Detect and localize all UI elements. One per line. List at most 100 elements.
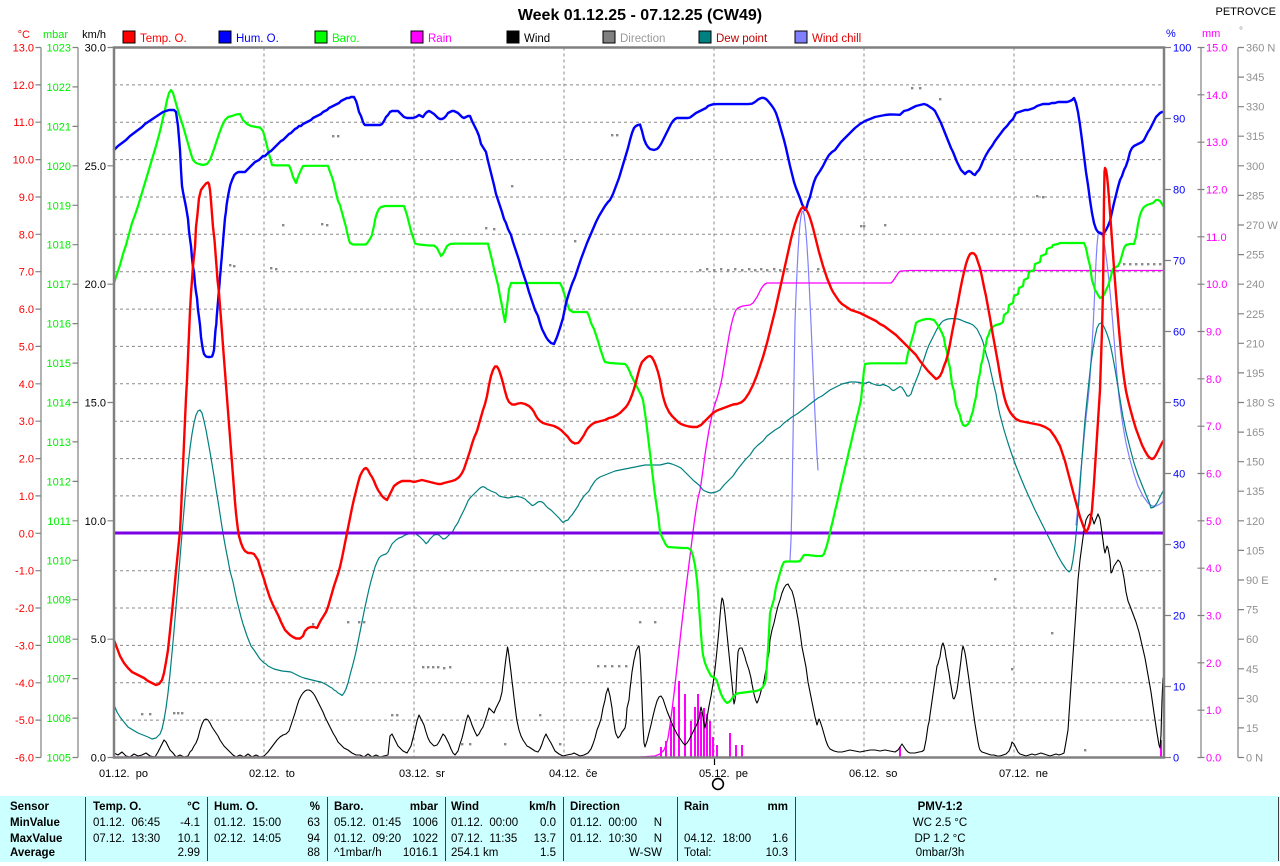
svg-text:3.0: 3.0 — [19, 416, 34, 428]
svg-text:10.1: 10.1 — [178, 833, 200, 845]
svg-text:°C: °C — [187, 801, 200, 813]
svg-text:240: 240 — [1246, 279, 1264, 291]
svg-text:km/h: km/h — [82, 29, 106, 41]
svg-text:1.6: 1.6 — [772, 833, 788, 845]
svg-text:10.0: 10.0 — [85, 516, 106, 528]
svg-text:-6.0: -6.0 — [15, 753, 34, 765]
svg-text:285: 285 — [1246, 190, 1264, 202]
svg-text:-2.0: -2.0 — [15, 603, 34, 615]
svg-text:-4.1: -4.1 — [180, 817, 200, 829]
svg-text:1011: 1011 — [47, 516, 71, 528]
svg-text:11.0: 11.0 — [1206, 232, 1227, 244]
svg-text:1010: 1010 — [47, 555, 71, 567]
svg-text:1013: 1013 — [47, 437, 71, 449]
svg-text:1006: 1006 — [47, 713, 71, 725]
svg-text:315: 315 — [1246, 131, 1264, 143]
svg-text:1023: 1023 — [47, 43, 71, 55]
svg-text:Baro.: Baro. — [332, 33, 360, 45]
svg-text:40: 40 — [1173, 469, 1185, 481]
svg-text:50: 50 — [1173, 398, 1185, 410]
svg-text:3.0: 3.0 — [1206, 611, 1221, 623]
svg-text:13.0: 13.0 — [1206, 137, 1227, 149]
svg-text:1.0: 1.0 — [1206, 705, 1221, 717]
svg-text:15: 15 — [1246, 723, 1258, 735]
svg-text:1018: 1018 — [47, 240, 71, 252]
svg-text:2.0: 2.0 — [19, 454, 34, 466]
svg-text:94: 94 — [307, 833, 320, 845]
svg-text:1017: 1017 — [47, 279, 71, 291]
svg-text:360 N: 360 N — [1246, 43, 1275, 55]
svg-text:MaxValue: MaxValue — [10, 833, 62, 845]
svg-text:225: 225 — [1246, 309, 1264, 321]
svg-text:63: 63 — [307, 817, 320, 829]
svg-text:135: 135 — [1246, 486, 1264, 498]
svg-text:0.0: 0.0 — [19, 528, 34, 540]
svg-text:254.1 km: 254.1 km — [451, 847, 498, 859]
svg-text:06.12. so: 06.12. so — [849, 768, 897, 780]
svg-text:^1mbar/h: ^1mbar/h — [334, 847, 382, 859]
svg-text:7.0: 7.0 — [19, 267, 34, 279]
svg-text:150: 150 — [1246, 457, 1264, 469]
svg-text:15.0: 15.0 — [1206, 43, 1227, 55]
svg-text:°: ° — [1239, 26, 1243, 37]
svg-text:km/h: km/h — [529, 801, 556, 813]
svg-text:Wind: Wind — [451, 801, 479, 813]
svg-text:1007: 1007 — [47, 674, 71, 686]
svg-text:04.12. 18:00: 04.12. 18:00 — [684, 833, 751, 845]
svg-text:01.12. 10:30: 01.12. 10:30 — [570, 833, 637, 845]
svg-text:Week 01.12.25 - 07.12.25 (CW49: Week 01.12.25 - 07.12.25 (CW49) — [518, 7, 762, 24]
svg-text:Wind chill: Wind chill — [812, 33, 861, 45]
svg-text:1009: 1009 — [47, 595, 71, 607]
svg-text:DP 1.2 °C: DP 1.2 °C — [914, 833, 965, 845]
svg-text:195: 195 — [1246, 368, 1264, 380]
svg-text:0: 0 — [1173, 753, 1179, 765]
svg-text:MinValue: MinValue — [10, 817, 60, 829]
svg-text:W-SW: W-SW — [629, 847, 662, 859]
svg-text:-1.0: -1.0 — [15, 566, 34, 578]
svg-text:20.0: 20.0 — [85, 279, 106, 291]
svg-text:mbar: mbar — [43, 29, 68, 41]
svg-text:Hum. O.: Hum. O. — [236, 33, 279, 45]
svg-text:80: 80 — [1173, 185, 1185, 197]
svg-text:-4.0: -4.0 — [15, 678, 34, 690]
svg-text:5.0: 5.0 — [1206, 516, 1221, 528]
svg-text:75: 75 — [1246, 605, 1258, 617]
svg-text:10: 10 — [1173, 682, 1185, 694]
svg-text:02.12. 14:05: 02.12. 14:05 — [214, 833, 281, 845]
svg-text:-3.0: -3.0 — [15, 640, 34, 652]
svg-text:88: 88 — [307, 847, 320, 859]
svg-text:01.12. 00:00: 01.12. 00:00 — [451, 817, 518, 829]
svg-text:Total:: Total: — [684, 847, 712, 859]
svg-text:mm: mm — [1202, 28, 1220, 40]
svg-text:02.12. to: 02.12. to — [249, 768, 295, 780]
svg-text:Temp. O.: Temp. O. — [140, 33, 187, 45]
svg-text:PETROVCE: PETROVCE — [1215, 6, 1276, 18]
svg-text:1005: 1005 — [47, 753, 71, 765]
svg-text:8.0: 8.0 — [19, 229, 34, 241]
svg-text:1006: 1006 — [412, 817, 438, 829]
svg-text:mbar: mbar — [410, 801, 439, 813]
svg-text:1008: 1008 — [47, 634, 71, 646]
svg-text:0.0: 0.0 — [1206, 753, 1221, 765]
svg-text:5.0: 5.0 — [91, 634, 106, 646]
svg-text:8.0: 8.0 — [1206, 374, 1221, 386]
svg-text:6.0: 6.0 — [1206, 469, 1221, 481]
svg-text:9.0: 9.0 — [19, 192, 34, 204]
svg-text:Direction: Direction — [620, 33, 665, 45]
svg-text:1020: 1020 — [47, 161, 71, 173]
svg-text:4.0: 4.0 — [1206, 563, 1221, 575]
svg-text:-5.0: -5.0 — [15, 715, 34, 727]
svg-text:05.12. 01:45: 05.12. 01:45 — [334, 817, 401, 829]
svg-text:13.7: 13.7 — [534, 833, 556, 845]
svg-text:°C: °C — [18, 29, 30, 41]
svg-text:04.12. če: 04.12. če — [549, 768, 597, 780]
svg-text:60: 60 — [1246, 634, 1258, 646]
svg-text:12.0: 12.0 — [1206, 185, 1227, 197]
svg-text:180 S: 180 S — [1246, 398, 1275, 410]
svg-text:mm: mm — [768, 801, 788, 813]
svg-text:2.99: 2.99 — [178, 847, 200, 859]
svg-text:45: 45 — [1246, 664, 1258, 676]
svg-text:120: 120 — [1246, 516, 1264, 528]
svg-text:1015: 1015 — [47, 358, 71, 370]
svg-text:1019: 1019 — [47, 200, 71, 212]
